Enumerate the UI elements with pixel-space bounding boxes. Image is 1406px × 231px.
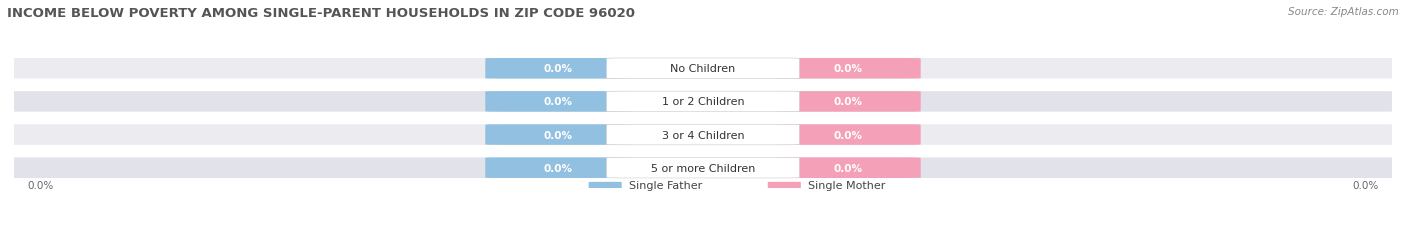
FancyBboxPatch shape (606, 92, 800, 112)
FancyBboxPatch shape (589, 182, 621, 188)
FancyBboxPatch shape (606, 125, 800, 145)
FancyBboxPatch shape (776, 59, 921, 79)
Text: 0.0%: 0.0% (543, 130, 572, 140)
FancyBboxPatch shape (606, 59, 800, 79)
Text: 0.0%: 0.0% (834, 130, 863, 140)
Text: 0.0%: 0.0% (834, 64, 863, 74)
FancyBboxPatch shape (776, 125, 921, 145)
Text: Source: ZipAtlas.com: Source: ZipAtlas.com (1288, 7, 1399, 17)
Text: 0.0%: 0.0% (834, 163, 863, 173)
FancyBboxPatch shape (14, 125, 1392, 145)
FancyBboxPatch shape (14, 158, 1392, 178)
FancyBboxPatch shape (776, 92, 921, 112)
FancyBboxPatch shape (14, 59, 1392, 79)
Text: 0.0%: 0.0% (543, 163, 572, 173)
Text: 0.0%: 0.0% (1353, 180, 1378, 190)
Text: INCOME BELOW POVERTY AMONG SINGLE-PARENT HOUSEHOLDS IN ZIP CODE 96020: INCOME BELOW POVERTY AMONG SINGLE-PARENT… (7, 7, 636, 20)
Text: No Children: No Children (671, 64, 735, 74)
FancyBboxPatch shape (768, 182, 801, 188)
FancyBboxPatch shape (485, 92, 630, 112)
Text: 0.0%: 0.0% (543, 64, 572, 74)
Text: 3 or 4 Children: 3 or 4 Children (662, 130, 744, 140)
Text: 1 or 2 Children: 1 or 2 Children (662, 97, 744, 107)
FancyBboxPatch shape (485, 125, 630, 145)
FancyBboxPatch shape (485, 59, 630, 79)
FancyBboxPatch shape (606, 158, 800, 178)
Text: 0.0%: 0.0% (834, 97, 863, 107)
Text: Single Father: Single Father (628, 180, 702, 190)
Text: 0.0%: 0.0% (28, 180, 53, 190)
FancyBboxPatch shape (485, 158, 630, 178)
Text: 5 or more Children: 5 or more Children (651, 163, 755, 173)
FancyBboxPatch shape (776, 158, 921, 178)
Text: Single Mother: Single Mother (807, 180, 886, 190)
FancyBboxPatch shape (14, 92, 1392, 112)
Text: 0.0%: 0.0% (543, 97, 572, 107)
